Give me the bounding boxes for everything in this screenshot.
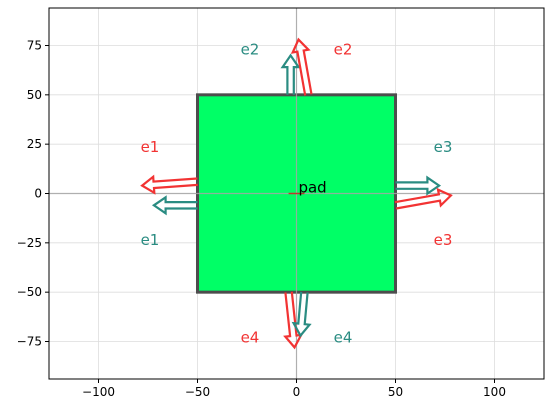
y-tick-label: 50 [27, 88, 42, 102]
arrow-e2-teal [280, 53, 301, 95]
edge-label-e1: e1 [141, 138, 160, 156]
y-tick-label: −75 [17, 335, 42, 349]
pad-layer [49, 8, 544, 379]
y-tick-label: 0 [34, 187, 42, 201]
x-tick-label: 0 [293, 385, 301, 399]
arrow-e4-teal [291, 291, 312, 338]
edge-label-e2: e2 [241, 40, 260, 58]
arrow-e4-red [283, 291, 304, 350]
tick-layer: −100 −50 0 50 100 −75 −50 −25 0 25 50 75 [17, 38, 506, 399]
edge-label-e4: e4 [241, 329, 260, 347]
edge-label-e1: e1 [141, 231, 160, 249]
x-tick-label: 100 [483, 385, 506, 399]
arrow-e3-teal [395, 175, 442, 196]
x-tick-label: −100 [82, 385, 115, 399]
arrow-e2-red [290, 37, 313, 96]
edge-label-e2: e2 [334, 40, 353, 58]
pad-label: pad [298, 179, 326, 197]
labels-layer: e1 e1 e2 e2 e3 e3 e4 e4 pad [141, 40, 453, 346]
arrow-e1-red [140, 174, 198, 195]
edge-label-e4: e4 [334, 329, 353, 347]
arrow-e1-teal [151, 195, 198, 216]
y-tick-label: 75 [27, 38, 42, 52]
x-tick-label: −50 [185, 385, 210, 399]
arrows-layer [140, 37, 453, 350]
x-tick-label: 50 [388, 385, 403, 399]
arrow-e3-red [394, 187, 453, 210]
y-tick-label: −25 [17, 236, 42, 250]
y-tick-label: 25 [27, 137, 42, 151]
edge-label-e3: e3 [434, 138, 453, 156]
y-tick-label: −50 [17, 285, 42, 299]
edge-label-e3: e3 [434, 231, 453, 249]
